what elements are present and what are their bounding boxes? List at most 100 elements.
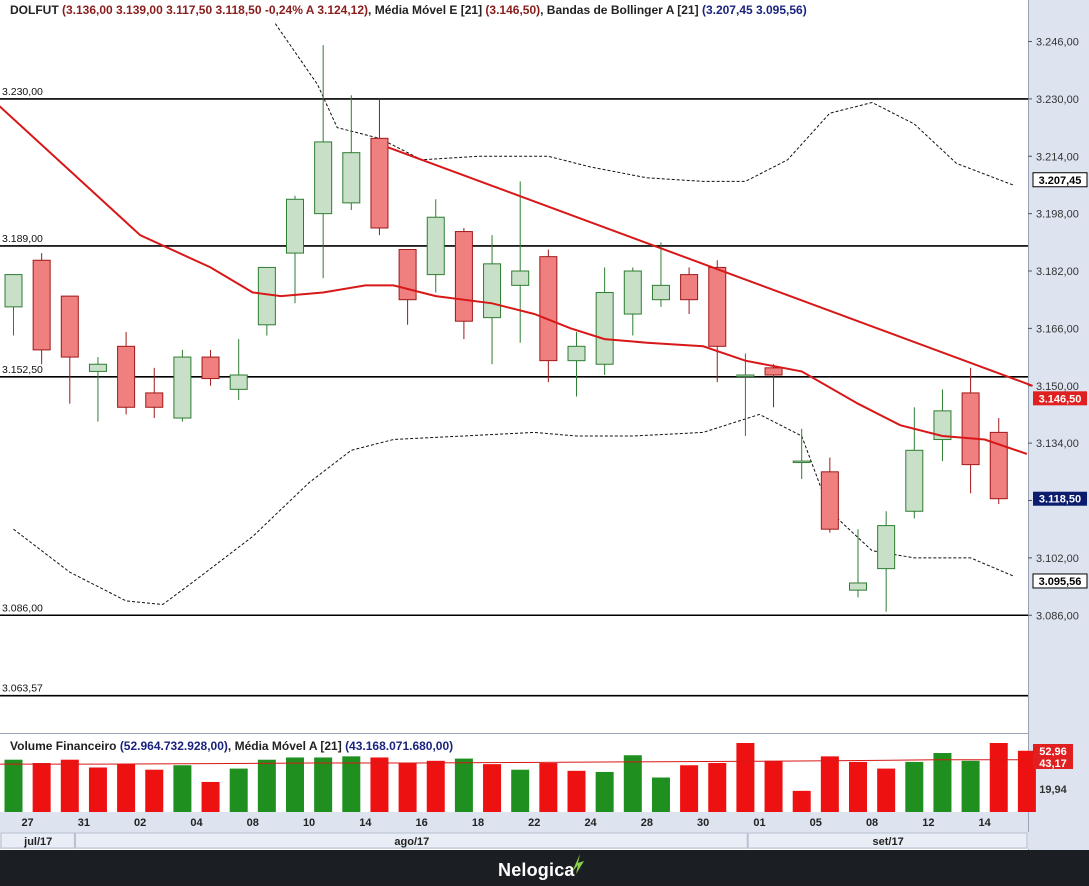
candle [88, 357, 107, 422]
x-tick-label: 14 [979, 817, 992, 829]
price-tag [1033, 391, 1087, 406]
price-tag-label: 3.146,50 [1039, 393, 1082, 405]
x-tick-label: 24 [584, 817, 597, 829]
volume-bar [989, 743, 1008, 812]
y-tick-label: 3.150,00 [1036, 381, 1079, 393]
y-tick-label: 3.230,00 [1036, 94, 1079, 106]
volume-bar [511, 769, 530, 812]
volume-bar [961, 760, 980, 812]
symbol-label: DOLFUT [10, 3, 59, 17]
volume-name: Volume Financeiro [10, 739, 117, 753]
bollinger-values: (3.207,45 3.095,56) [701, 3, 807, 17]
candle [257, 266, 276, 336]
volume-bar [314, 757, 333, 812]
candle [4, 274, 23, 336]
candle [764, 364, 783, 408]
volume-bar [173, 765, 192, 812]
y-tick-label: 3.246,00 [1036, 37, 1079, 49]
y-tick-label: 3.102,00 [1036, 553, 1079, 565]
trend-line [387, 146, 1033, 387]
volume-bar [88, 767, 107, 812]
volume-bar [820, 756, 839, 812]
volume-scale-tag [1033, 756, 1073, 769]
candle-body [567, 345, 586, 362]
candle-body [820, 471, 839, 530]
candle-body [708, 266, 727, 347]
price-tag-label: 3.095,56 [1039, 576, 1082, 588]
x-tick-label: 18 [472, 817, 484, 829]
candle [877, 511, 896, 612]
x-tick-label: 05 [810, 817, 822, 829]
x-tick-label: 31 [78, 817, 90, 829]
candle [60, 295, 79, 404]
volume-bar [680, 765, 699, 812]
volume-bar [229, 768, 248, 812]
candle [454, 227, 473, 340]
horizontal-level-label: 3.086,00 [2, 602, 43, 614]
candle [201, 349, 220, 386]
y-tick-label: 3.134,00 [1036, 438, 1079, 450]
candle-body [680, 274, 699, 301]
horizontal-level-label: 3.152,50 [2, 364, 43, 376]
volume-scale-label: 43,17 [1039, 758, 1067, 770]
candle [933, 389, 952, 462]
candle [595, 267, 614, 375]
volume-bar [877, 768, 896, 812]
bollinger-upper-band [274, 23, 1013, 186]
candle [820, 457, 839, 533]
volume-bar [623, 755, 642, 812]
month-band [0, 832, 75, 849]
volume-bar [201, 781, 220, 812]
price-tag-label: 3.118,50 [1039, 494, 1081, 506]
candle [145, 367, 164, 419]
candle-body [877, 525, 896, 570]
price-tag-label: 3.207,45 [1039, 175, 1082, 187]
candle [736, 353, 755, 436]
candle-body [398, 248, 417, 301]
candle-body [849, 582, 867, 591]
price-chart[interactable]: 3.246,00 3.230,00 3.214,00 3.198,00 3.182,00… [0, 0, 1089, 850]
y-tick-label: 3.214,00 [1036, 151, 1079, 163]
candle-body [117, 345, 136, 408]
horizontal-level-label: 3.189,00 [2, 233, 43, 245]
candle-body [4, 274, 23, 308]
candle [623, 267, 642, 336]
ma-name: Média Móvel E [21] [374, 3, 483, 17]
horizontal-level-label: 3.230,00 [2, 86, 43, 98]
price-legend: DOLFUT (3.136,00 3.139,00 3.117,50 3.118… [10, 3, 807, 17]
volume-bar [905, 761, 924, 812]
candle [567, 331, 586, 397]
candle-body [32, 259, 51, 351]
candle [849, 529, 867, 598]
candle-body [651, 284, 670, 301]
candle-body [314, 141, 333, 215]
candle-body [989, 431, 1008, 500]
candle-body [370, 137, 389, 229]
x-tick-label: 01 [753, 817, 765, 829]
volume-bar [764, 760, 783, 812]
candle-body [595, 292, 614, 365]
volume-bar [1017, 750, 1036, 812]
volume-bar [398, 763, 417, 812]
candle-body [229, 374, 248, 390]
candle [989, 418, 1008, 505]
volume-bar [426, 760, 445, 812]
volume-bar [792, 790, 811, 812]
x-tick-label: 30 [697, 817, 709, 829]
y-tick-label: 3.086,00 [1036, 610, 1079, 622]
candle [905, 407, 924, 519]
candle [680, 267, 699, 315]
volume-bar [342, 756, 361, 812]
candle-body [145, 392, 164, 408]
candle-body [764, 367, 783, 376]
bollinger-lower-band [13, 413, 1013, 606]
candle-body [736, 374, 755, 377]
candle [426, 199, 445, 293]
candle [961, 367, 980, 494]
volume-scale-label: 19,94 [1039, 784, 1067, 796]
x-tick-label: 22 [528, 817, 540, 829]
volume-bar [145, 769, 164, 812]
candle [483, 235, 502, 365]
x-tick-label: 16 [416, 817, 428, 829]
x-tick-label: 14 [359, 817, 372, 829]
